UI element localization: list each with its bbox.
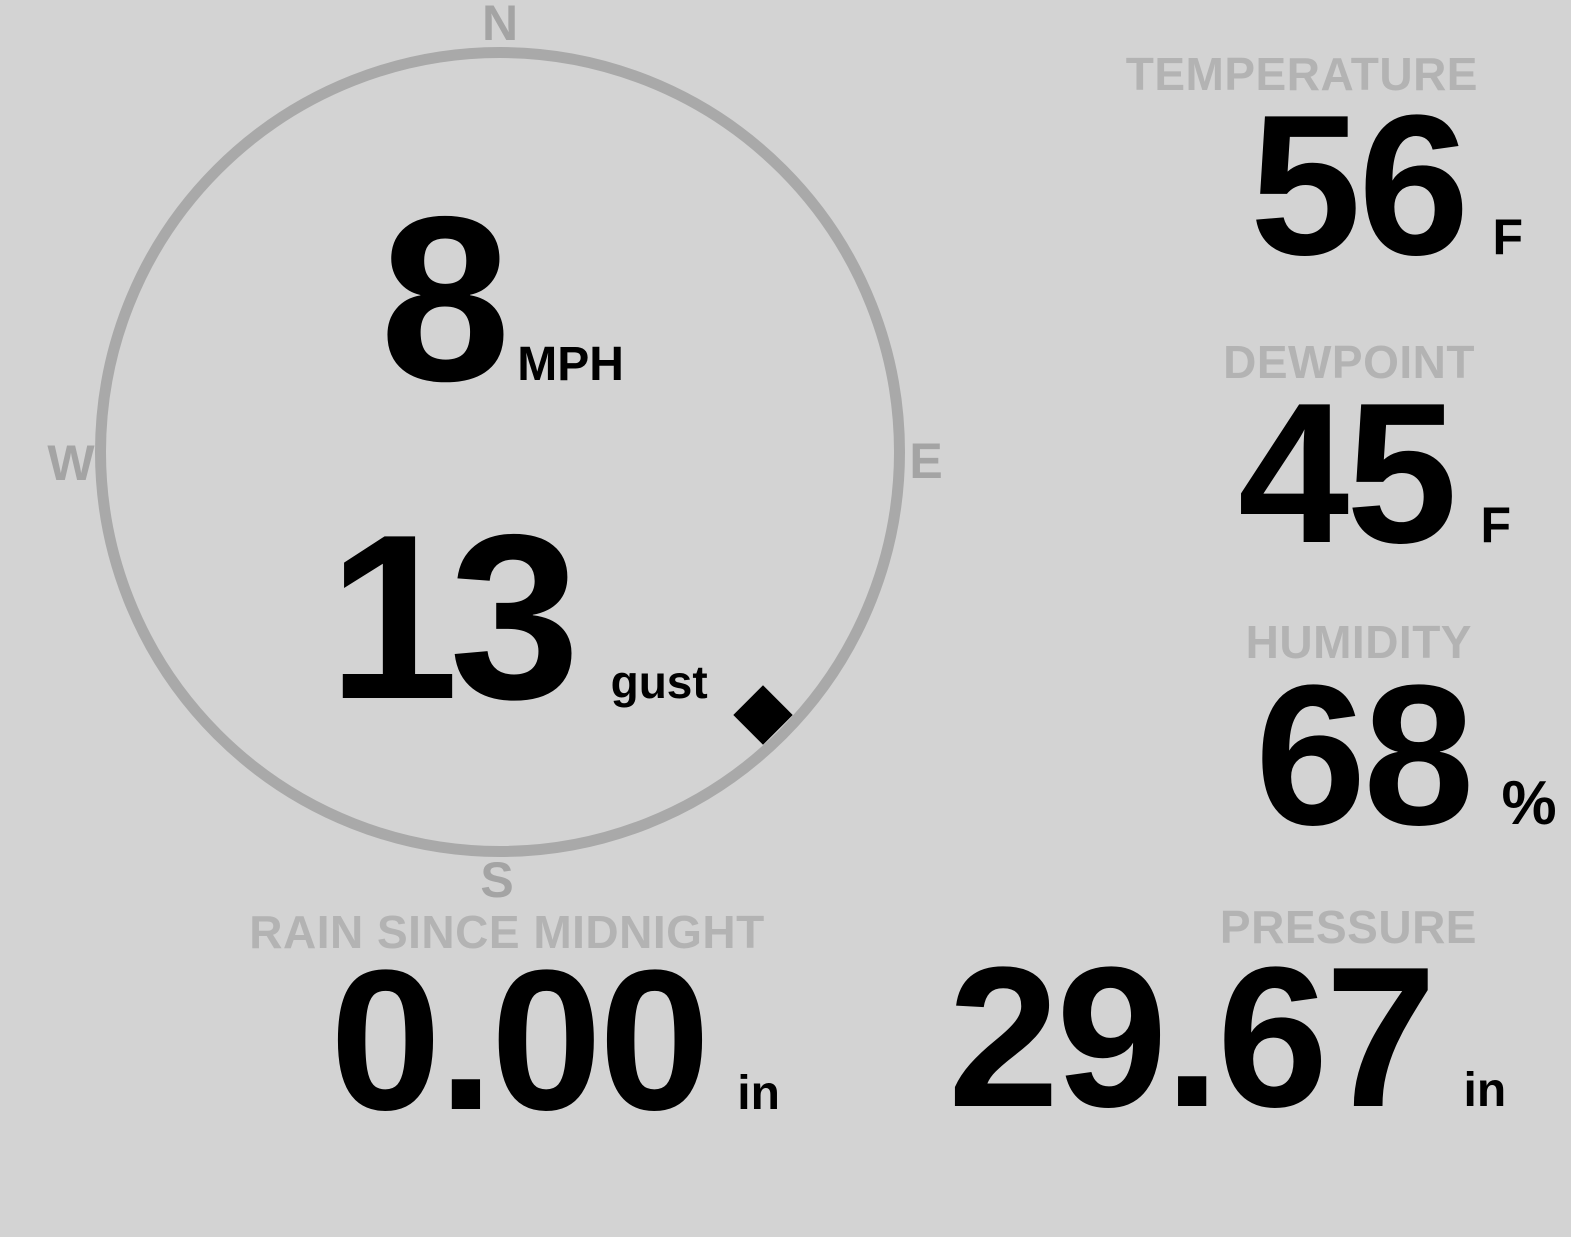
cardinal-west-label: W [47, 435, 95, 491]
pressure-value: 29.67 [948, 926, 1436, 1149]
dewpoint-label: DEWPOINT [1223, 336, 1475, 388]
cardinal-south-label: S [480, 852, 514, 908]
dewpoint-value: 45 [1238, 362, 1457, 585]
pressure-label: PRESSURE [1219, 901, 1477, 953]
wind-gust-unit: gust [610, 656, 708, 708]
humidity-value: 68 [1255, 644, 1474, 867]
cardinal-east-label: E [909, 433, 943, 489]
dewpoint-unit: F [1480, 497, 1512, 553]
wind-speed-value: 8 [380, 167, 511, 430]
temperature-value: 56 [1250, 74, 1469, 297]
humidity-metric: 68 % [1255, 656, 1557, 856]
wind-gust-metric: 13 gust [328, 499, 708, 734]
pressure-metric: 29.67 in [948, 938, 1506, 1138]
rain-label: RAIN SINCE MIDNIGHT [249, 906, 765, 958]
rain-metric: 0.00 in [330, 941, 780, 1141]
wind-speed-unit: MPH [517, 338, 624, 391]
rain-value: 0.00 [330, 929, 710, 1152]
pressure-unit: in [1463, 1064, 1507, 1117]
compass-ring [95, 47, 905, 857]
temperature-unit: F [1492, 209, 1524, 265]
dewpoint-metric: 45 F [1238, 374, 1511, 574]
cardinal-north-label: N [481, 0, 519, 51]
rain-unit: in [737, 1067, 780, 1120]
wind-gust-value: 13 [328, 485, 580, 748]
temperature-label: TEMPERATURE [1125, 48, 1478, 100]
temperature-metric: 56 F [1250, 86, 1523, 286]
humidity-label: HUMIDITY [1245, 616, 1472, 668]
humidity-unit: % [1501, 769, 1557, 838]
wind-speed-metric: 8 MPH [380, 181, 624, 416]
